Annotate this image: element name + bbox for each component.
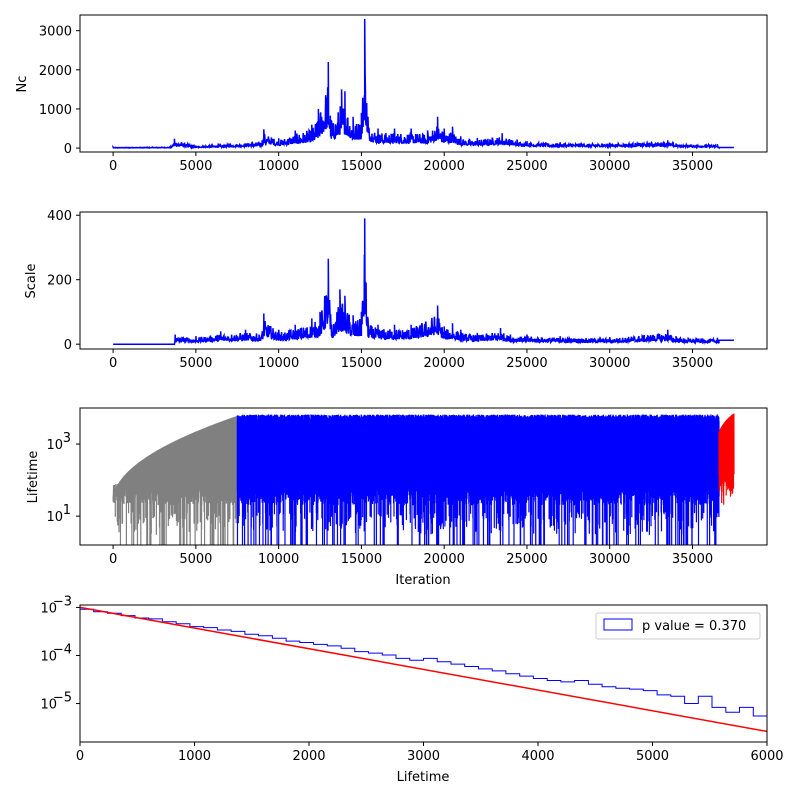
x-tick-label: 35000 — [672, 552, 713, 567]
y-tick-label: 1000 — [39, 103, 72, 118]
panel-scale-yticks: 0 200 400 — [47, 209, 80, 353]
x-tick-label: 0 — [76, 749, 84, 764]
x-tick-label: 5000 — [179, 552, 212, 567]
x-tick-label: 15000 — [341, 356, 382, 371]
x-tick-label: 10000 — [258, 159, 299, 174]
y-tick-exponent: 3 — [63, 431, 71, 446]
panel-scale: 0 5000 10000 15000 20000 25000 30000 35000 0 200… — [24, 209, 768, 371]
panel-lifetime-plot — [112, 413, 735, 545]
x-tick-label: 35000 — [672, 159, 713, 174]
panel-scale-xticks: 0 5000 10000 15000 20000 25000 30000 35000 — [109, 349, 713, 371]
x-tick-label: 5000 — [636, 749, 669, 764]
x-tick-label: 25000 — [506, 552, 547, 567]
x-tick-label: 1000 — [178, 749, 211, 764]
x-tick-label: 30000 — [589, 552, 630, 567]
x-tick-label: 15000 — [341, 552, 382, 567]
x-tick-label: 15000 — [341, 159, 382, 174]
fit-line — [80, 606, 767, 733]
x-tick-label: 25000 — [506, 159, 547, 174]
y-tick-label: 2000 — [39, 64, 72, 79]
panel-scale-ylabel: Scale — [24, 264, 39, 299]
x-tick-label: 35000 — [672, 356, 713, 371]
y-tick-exponent: −4 — [53, 642, 72, 657]
x-tick-label: 2000 — [292, 749, 325, 764]
y-tick-label: 10 — [40, 649, 57, 664]
series-line — [113, 218, 734, 346]
x-tick-label: 0 — [109, 356, 117, 371]
histogram-step — [80, 608, 767, 717]
y-tick-exponent: −3 — [53, 594, 72, 609]
series-trace — [112, 416, 238, 545]
panel-nc-plot — [112, 18, 734, 150]
panel-histogram-yticks: 10−510−410−3 — [40, 594, 80, 713]
panel-nc-ylabel: Nc — [15, 76, 30, 93]
x-tick-label: 25000 — [506, 356, 547, 371]
panel-scale-frame — [79, 211, 768, 350]
x-tick-label: 5000 — [179, 356, 212, 371]
panel-lifetime-frame — [79, 407, 768, 546]
y-tick-label: 10 — [40, 698, 57, 713]
panel-scale-plot — [113, 218, 734, 346]
x-tick-label: 20000 — [424, 159, 465, 174]
panel-lifetime: 0 5000 10000 15000 20000 25000 30000 35000 10 11… — [26, 407, 768, 588]
panel-histogram: 0 1000 2000 3000 4000 5000 6000 10−510−410−3 L… — [40, 594, 784, 785]
y-tick-exponent: 1 — [63, 503, 71, 518]
y-tick-label: 10 — [46, 510, 63, 525]
panel-lifetime-xlabel: Iteration — [395, 573, 450, 588]
panel-lifetime-xticks: 0 5000 10000 15000 20000 25000 30000 35000 — [109, 545, 713, 567]
panel-nc-xticks: 0 5000 10000 15000 20000 25000 30000 35000 — [109, 152, 713, 174]
x-tick-label: 0 — [109, 552, 117, 567]
legend-swatch — [603, 618, 633, 631]
panel-histogram-xticks: 0 1000 2000 3000 4000 5000 6000 — [76, 742, 784, 764]
x-tick-label: 10000 — [258, 356, 299, 371]
y-tick-label: 0 — [64, 338, 72, 353]
x-tick-label: 4000 — [521, 749, 554, 764]
series-line — [112, 18, 734, 150]
legend-box — [595, 612, 761, 640]
x-tick-label: 20000 — [424, 356, 465, 371]
y-tick-label: 3000 — [39, 25, 72, 40]
x-tick-label: 6000 — [750, 749, 783, 764]
panel-nc: 0 5000 10000 15000 20000 25000 30000 35000 0 100… — [15, 14, 768, 174]
x-tick-label: 3000 — [407, 749, 440, 764]
y-tick-label: 200 — [47, 274, 72, 289]
panel-lifetime-ylabel: Lifetime — [26, 451, 41, 504]
panel-nc-frame — [79, 14, 768, 153]
panel-histogram-plot — [80, 606, 767, 733]
x-tick-label: 0 — [109, 159, 117, 174]
x-tick-label: 10000 — [258, 552, 299, 567]
panel-nc-yticks: 0 1000 2000 3000 — [39, 25, 80, 157]
x-tick-label: 30000 — [589, 159, 630, 174]
legend: p value = 0.370 — [595, 612, 761, 640]
x-tick-label: 20000 — [424, 552, 465, 567]
x-tick-label: 5000 — [179, 159, 212, 174]
legend-label: p value = 0.370 — [642, 619, 746, 634]
y-tick-label: 10 — [46, 438, 63, 453]
y-tick-label: 10 — [40, 601, 57, 616]
series-trace — [236, 414, 720, 545]
panel-histogram-xlabel: Lifetime — [397, 770, 450, 785]
x-tick-label: 30000 — [589, 356, 630, 371]
series-trace — [718, 413, 735, 505]
y-tick-exponent: −5 — [53, 691, 72, 706]
y-tick-label: 0 — [64, 142, 72, 157]
y-tick-label: 400 — [47, 209, 72, 224]
